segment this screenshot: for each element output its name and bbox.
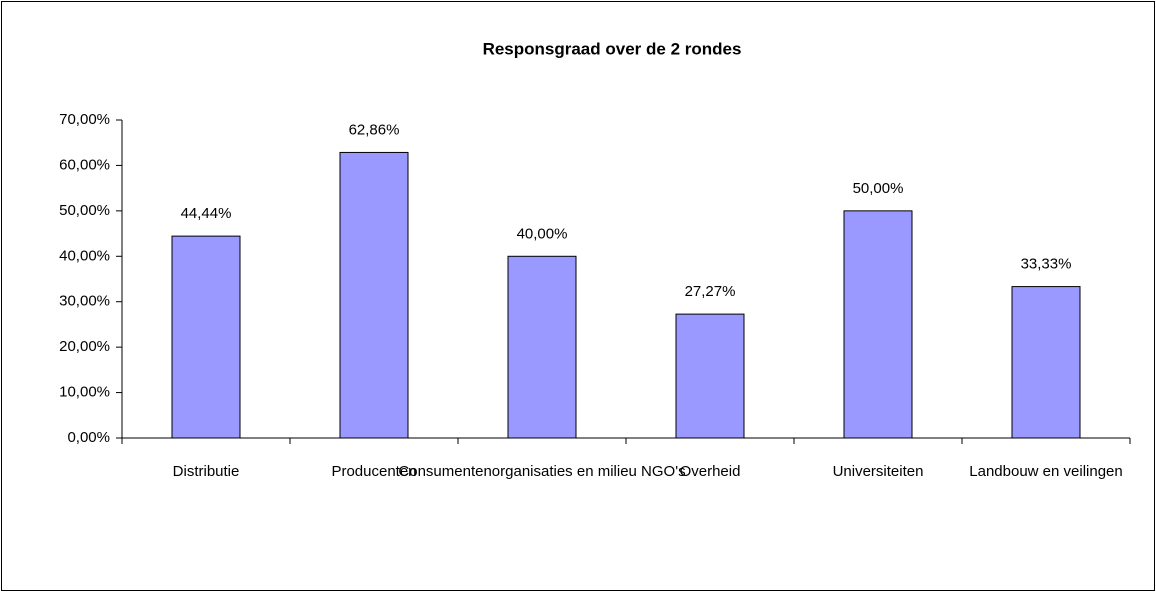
bar [675,313,745,439]
data-label: 44,44% [181,205,232,222]
x-tick-label: Producenten [331,463,416,480]
bar [339,151,409,439]
data-label: 62,86% [349,121,400,138]
x-tick-label: Consumentenorganisaties en milieu NGO's [398,463,685,480]
bar [843,210,913,439]
data-label: 33,33% [1021,256,1072,273]
y-tick-label: 40,00% [59,247,110,264]
y-tick-label: 50,00% [59,202,110,219]
bar [1011,286,1081,439]
x-tick-label: Distributie [173,463,240,480]
chart-title: Responsgraad over de 2 rondes [483,39,742,58]
data-label: 27,27% [685,283,736,300]
x-tick-label: Overheid [680,463,741,480]
bar [171,235,241,439]
y-tick-label: 0,00% [67,429,110,446]
data-label: 40,00% [517,225,568,242]
y-tick-label: 60,00% [59,156,110,173]
data-label: 50,00% [853,180,904,197]
y-tick-label: 20,00% [59,338,110,355]
y-tick-label: 10,00% [59,384,110,401]
x-tick-label: Universiteiten [833,463,924,480]
x-tick-label: Landbouw en veilingen [969,463,1122,480]
y-tick-label: 70,00% [59,111,110,128]
bar [507,255,577,439]
y-tick-label: 30,00% [59,293,110,310]
